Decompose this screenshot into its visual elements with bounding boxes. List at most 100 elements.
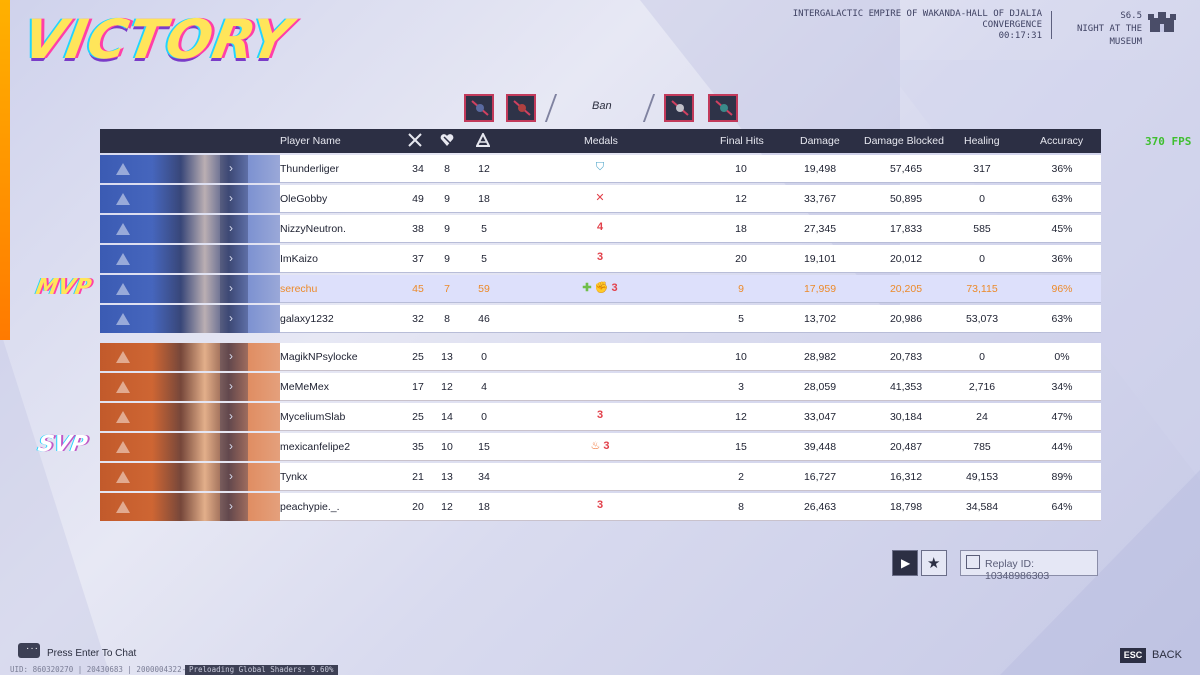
deaths-value: 9	[444, 223, 450, 235]
match-time: 00:17:31	[998, 31, 1042, 41]
player-name[interactable]: galaxy1232	[280, 313, 334, 325]
player-name[interactable]: mexicanfelipe2	[280, 441, 351, 453]
kills-value: 37	[412, 253, 424, 265]
header-accuracy: Accuracy	[1040, 135, 1084, 147]
back-button[interactable]: BACK	[1152, 649, 1182, 661]
chevron-right-icon[interactable]: ›	[220, 493, 248, 521]
player-name[interactable]: MeMeMex	[280, 381, 330, 393]
deaths-value: 8	[444, 163, 450, 175]
role-icon	[114, 191, 132, 207]
final-hits-value: 15	[735, 441, 747, 453]
assists-value: 0	[481, 411, 487, 423]
chevron-right-icon[interactable]: ›	[220, 185, 248, 213]
medals-icons: 3	[596, 409, 604, 421]
assists-value: 18	[478, 501, 490, 513]
table-row[interactable]: › MeMeMex 17 12 4 3 28,059 41,353 2,716 34%	[100, 373, 1101, 401]
kills-value: 20	[412, 501, 424, 513]
final-hits-value: 8	[738, 501, 744, 513]
table-row[interactable]: › MagikNPsylocke 25 13 0 10 28,982 20,783 0 0%	[100, 343, 1101, 371]
player-name[interactable]: MagikNPsylocke	[280, 351, 358, 363]
player-name[interactable]: OleGobby	[280, 193, 328, 205]
player-name[interactable]: Thunderliger	[280, 163, 339, 175]
deaths-value: 14	[441, 411, 453, 423]
role-icon	[114, 379, 132, 395]
table-row[interactable]: › peachypie._. 20 12 18 3 8 26,463 18,798 34,584 6…	[100, 493, 1101, 521]
table-row[interactable]: › Thunderliger 34 8 12 ⛉ 10 19,498 57,465 317 36%	[100, 155, 1101, 183]
chat-label: Press Enter To Chat	[47, 648, 137, 659]
table-row[interactable]: › MyceliumSlab 25 14 0 3 12 33,047 30,184 24 47%	[100, 403, 1101, 431]
player-name[interactable]: MyceliumSlab	[280, 411, 346, 423]
player-name[interactable]: Tynkx	[280, 471, 308, 483]
hero-portrait: ›	[100, 343, 280, 371]
hero-face	[152, 155, 248, 183]
hero-face	[152, 245, 248, 273]
table-row[interactable]: › galaxy1232 32 8 46 5 13,702 20,986 53,073 63%	[100, 305, 1101, 333]
ban-label: Ban	[592, 100, 612, 112]
damage-value: 17,959	[803, 283, 837, 295]
ban-divider	[544, 94, 558, 122]
table-row[interactable]: › mexicanfelipe2 35 10 15 ♨ 3 15 39,448 20,487 78…	[100, 433, 1101, 461]
table-row[interactable]: › OleGobby 49 9 18 ✕ 12 33,767 50,895 0 63%	[100, 185, 1101, 213]
accuracy-value: 89%	[1051, 471, 1073, 483]
damage-blocked-value: 50,895	[889, 193, 923, 205]
kills-value: 25	[412, 411, 424, 423]
hero-face	[152, 373, 248, 401]
assists-value: 5	[481, 253, 487, 265]
season-info: S6.5 NIGHT AT THE MUSEUM	[1060, 10, 1142, 49]
hero-face	[152, 463, 248, 491]
damage-value: 28,982	[803, 351, 837, 363]
deaths-value: 12	[441, 381, 453, 393]
chevron-right-icon[interactable]: ›	[220, 343, 248, 371]
ban-divider	[642, 94, 656, 122]
player-name[interactable]: peachypie._.	[280, 501, 340, 513]
table-row[interactable]: › Tynkx 21 13 34 2 16,727 16,312 49,153 89%	[100, 463, 1101, 491]
medals-icons: ✚ ✊ 3	[582, 282, 618, 294]
hero-face	[152, 433, 248, 461]
chevron-right-icon[interactable]: ›	[220, 305, 248, 333]
chevron-right-icon[interactable]: ›	[220, 433, 248, 461]
table-row[interactable]: › NizzyNeutron. 38 9 5 4 18 27,345 17,833 585 45%	[100, 215, 1101, 243]
chevron-right-icon[interactable]: ›	[220, 275, 248, 303]
hero-portrait: ›	[100, 305, 280, 333]
accuracy-value: 63%	[1051, 313, 1073, 325]
accuracy-value: 63%	[1051, 193, 1073, 205]
assists-value: 18	[478, 193, 490, 205]
accuracy-value: 47%	[1051, 411, 1073, 423]
ban-hero-icon	[506, 94, 536, 122]
replay-id-button[interactable]: Replay ID: 10348986303	[960, 550, 1098, 582]
deaths-value: 9	[444, 253, 450, 265]
ban-panel: Ban	[460, 94, 760, 122]
table-row[interactable]: › serechu 45 7 59 ✚ ✊ 3 9 17,959 20,205 73,115 96%	[100, 275, 1101, 303]
chevron-right-icon[interactable]: ›	[220, 403, 248, 431]
role-icon	[114, 281, 132, 297]
hero-portrait: ›	[100, 185, 280, 213]
player-name[interactable]: ImKaizo	[280, 253, 318, 265]
damage-blocked-value: 57,465	[889, 163, 923, 175]
damage-blocked-value: 20,487	[889, 441, 923, 453]
table-row[interactable]: › ImKaizo 37 9 5 3 20 19,101 20,012 0 36%	[100, 245, 1101, 273]
damage-blocked-value: 18,798	[889, 501, 923, 513]
chevron-right-icon[interactable]: ›	[220, 463, 248, 491]
chevron-right-icon[interactable]: ›	[220, 373, 248, 401]
player-name[interactable]: NizzyNeutron.	[280, 223, 346, 235]
final-hits-value: 2	[738, 471, 744, 483]
header-damage-blocked: Damage Blocked	[864, 135, 944, 147]
play-replay-button[interactable]: ▶	[892, 550, 918, 576]
ban-hero-icon	[664, 94, 694, 122]
chevron-right-icon[interactable]: ›	[220, 245, 248, 273]
accuracy-value: 44%	[1051, 441, 1073, 453]
chevron-right-icon[interactable]: ›	[220, 155, 248, 183]
favorite-button[interactable]: ★	[921, 550, 947, 576]
role-icon	[114, 499, 132, 515]
healing-value: 2,716	[968, 381, 996, 393]
esc-key-icon[interactable]: ESC	[1120, 648, 1146, 663]
assists-value: 12	[478, 163, 490, 175]
chevron-right-icon[interactable]: ›	[220, 215, 248, 243]
healing-value: 0	[979, 193, 985, 205]
mvp-tag: MVP	[33, 275, 94, 300]
share-icon	[966, 555, 980, 569]
final-hits-value: 5	[738, 313, 744, 325]
healing-value: 49,153	[965, 471, 999, 483]
player-name[interactable]: serechu	[280, 283, 318, 295]
final-hits-value: 12	[735, 411, 747, 423]
